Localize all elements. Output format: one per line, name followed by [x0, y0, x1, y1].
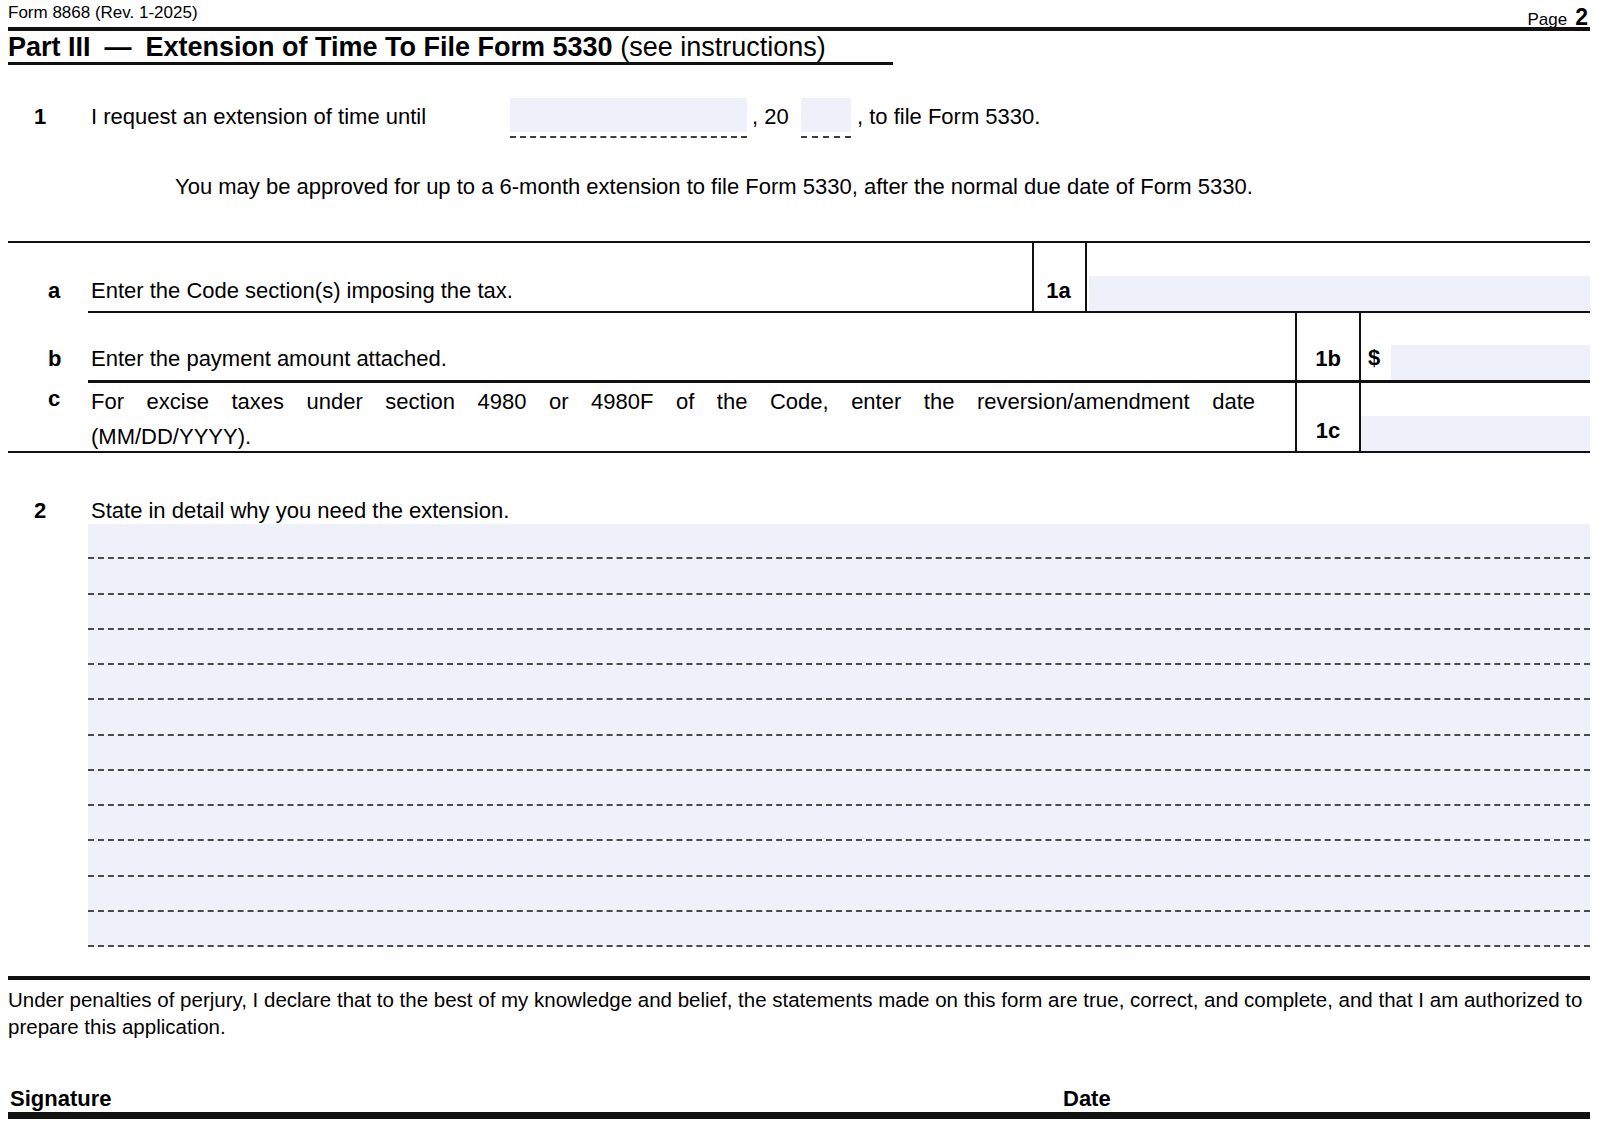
signature-label: Signature: [10, 1084, 111, 1114]
line-b-label: Enter the payment amount attached.: [91, 344, 447, 374]
date-label: Date: [1063, 1084, 1111, 1114]
dollar-sign: $: [1368, 343, 1380, 373]
code-section-field[interactable]: [1089, 276, 1590, 311]
divider-header-top: [8, 27, 1590, 31]
form-page: Form 8868 (Rev. 1-2025) Page 2 Part III—…: [0, 0, 1598, 1124]
line-1c-tag: 1c: [1297, 416, 1359, 446]
line-1b-tag: 1b: [1297, 344, 1359, 374]
reversion-date-field[interactable]: [1361, 416, 1590, 451]
textarea-rule-line: [88, 524, 1590, 559]
line1-note: You may be approved for up to a 6-month …: [175, 172, 1253, 202]
textarea-rule-line: [88, 912, 1590, 947]
line1-mid-text: , 20: [752, 102, 789, 132]
line-c-label-line2: (MM/DD/YYYY).: [91, 419, 251, 454]
textarea-rule-line: [88, 771, 1590, 806]
divider-page-bottom: [8, 1112, 1590, 1119]
extension-year-field[interactable]: [801, 98, 851, 138]
textarea-rule-line: [88, 630, 1590, 665]
divider-footer-top: [8, 976, 1590, 980]
textarea-rule-line: [88, 806, 1590, 841]
payment-amount-field[interactable]: [1391, 345, 1590, 380]
divider-1a-cell-right: [1085, 241, 1087, 312]
divider-header-bottom: [8, 62, 893, 65]
divider-row-b-bottom: [88, 380, 1590, 383]
line1-text-after: , to file Form 5330.: [857, 102, 1040, 132]
divider-row-c-bottom: [8, 451, 1590, 453]
line2-number: 2: [34, 496, 46, 526]
line2-label: State in detail why you need the extensi…: [91, 496, 509, 526]
textarea-rule-line: [88, 559, 1590, 594]
part-title-text: Extension of Time To File Form 5330: [146, 32, 613, 62]
extension-reason-textarea[interactable]: [88, 524, 1590, 947]
part-instructions-note: (see instructions): [620, 32, 826, 62]
textarea-rule-line: [88, 595, 1590, 630]
part-title: Part III — Extension of Time To File Form …: [8, 32, 826, 63]
perjury-statement: Under penalties of perjury, I declare th…: [8, 986, 1590, 1040]
line1-number: 1: [34, 102, 46, 132]
extension-date-field[interactable]: [510, 98, 747, 138]
line-a-label: Enter the Code section(s) imposing the t…: [91, 276, 513, 306]
part-label: Part III: [8, 32, 91, 62]
textarea-rule-line: [88, 700, 1590, 735]
textarea-rule-line: [88, 877, 1590, 912]
line-c-label-line1: For excise taxes under section 4980 or 4…: [91, 384, 1255, 419]
divider-table-top: [8, 241, 1590, 243]
textarea-rule-line: [88, 665, 1590, 700]
line-c-letter: c: [48, 384, 60, 414]
form-id-text: Form 8868 (Rev. 1-2025): [8, 3, 198, 23]
line1-text-before: I request an extension of time until: [91, 102, 426, 132]
divider-row-a-bottom: [88, 311, 1590, 313]
textarea-rule-line: [88, 841, 1590, 876]
part-title-dash: —: [105, 32, 132, 62]
textarea-rule-line: [88, 736, 1590, 771]
line-a-letter: a: [48, 276, 60, 306]
line-1a-tag: 1a: [1032, 276, 1085, 306]
line-b-letter: b: [48, 344, 61, 374]
